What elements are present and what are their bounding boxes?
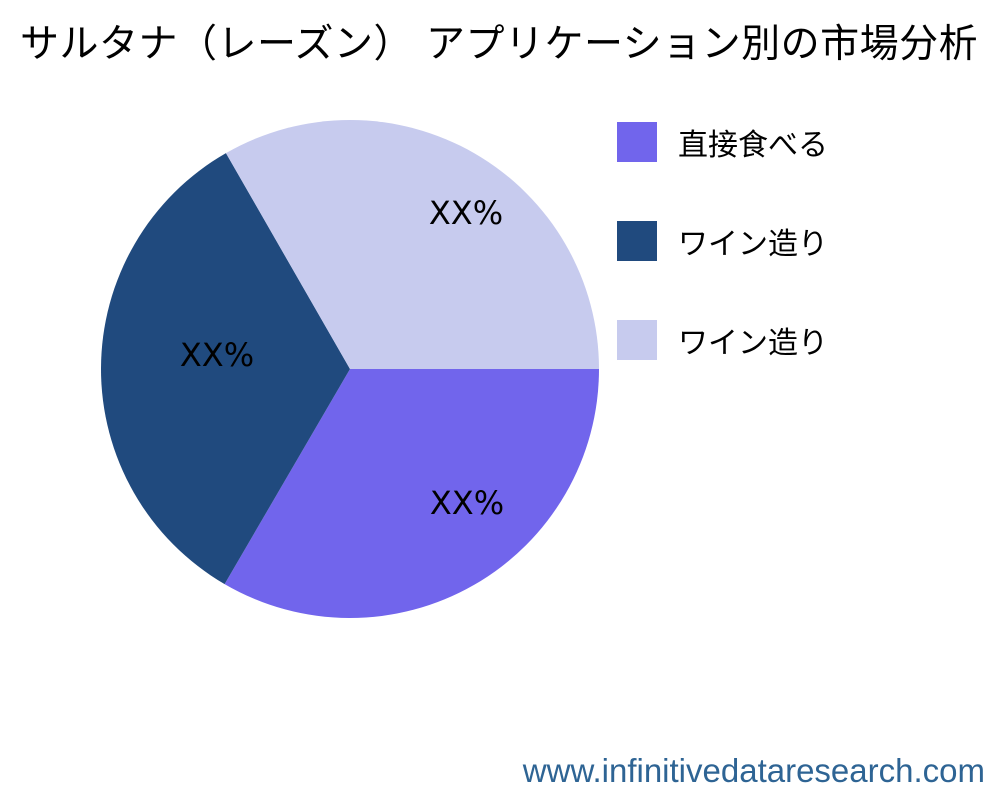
legend-item-wine-making-1: ワイン造り — [617, 221, 828, 262]
legend-swatch-icon — [617, 122, 657, 162]
legend-swatch-icon — [617, 221, 657, 261]
legend-item-direct-eating: 直接食べる — [617, 122, 828, 163]
pie-label-wine-making-1: XX% — [179, 336, 255, 374]
legend-label: 直接食べる — [678, 128, 828, 163]
footer-url[interactable]: www.infinitivedataresearch.com — [522, 752, 985, 789]
legend-label: ワイン造り — [678, 227, 828, 262]
legend-item-wine-making-2: ワイン造り — [617, 320, 828, 361]
pie-slice — [100, 153, 350, 585]
legend-label: ワイン造り — [678, 326, 828, 361]
legend: 直接食べる ワイン造り ワイン造り — [617, 122, 828, 361]
pie-slice — [225, 119, 599, 369]
pie-label-direct-eating: XX% — [429, 484, 505, 522]
chart-title: サルタナ（レーズン） アプリケーション別の市場分析 — [20, 22, 979, 67]
legend-swatch-icon — [617, 320, 657, 360]
pie-slice — [224, 369, 599, 619]
pie-label-wine-making-2: XX% — [428, 194, 504, 232]
